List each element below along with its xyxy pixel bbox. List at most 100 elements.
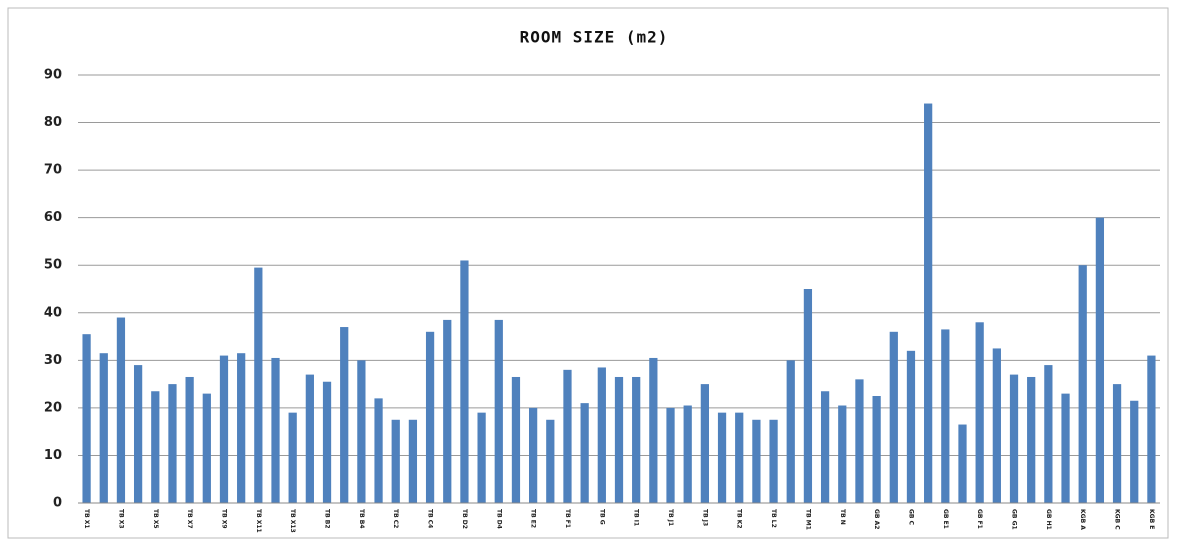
x-tick-label: TB B2	[324, 509, 331, 529]
y-tick-label: 40	[44, 305, 62, 320]
x-tick-label: GB G1	[1011, 509, 1018, 530]
x-tick-label: TB M1	[804, 509, 811, 530]
bar	[666, 407, 675, 503]
x-tick-label: TB X7	[186, 509, 193, 529]
chart-title: ROOM SIZE (m2)	[520, 28, 669, 47]
bar	[872, 396, 881, 503]
x-tick-label: GB F1	[976, 509, 983, 529]
bar	[1095, 217, 1105, 503]
bar	[116, 317, 126, 503]
bar	[202, 393, 211, 503]
bar	[941, 329, 950, 503]
x-tick-label: TB F1	[564, 509, 571, 528]
bar	[340, 327, 349, 503]
y-tick-label: 10	[44, 448, 62, 463]
x-tick-label: TB C2	[392, 509, 399, 528]
y-tick-label: 0	[53, 496, 62, 511]
bar	[425, 331, 435, 503]
x-tick-label: GB E1	[942, 509, 949, 529]
bar	[924, 103, 933, 504]
x-tick-label: GB A2	[873, 509, 880, 529]
x-tick-label: TB I1	[633, 509, 640, 526]
bar	[580, 403, 589, 503]
x-tick-label: TB X9	[220, 509, 227, 529]
bar	[1027, 376, 1036, 503]
bar	[1147, 355, 1156, 503]
bar	[820, 391, 830, 503]
bar	[82, 334, 91, 503]
x-tick-label: TB G	[598, 509, 605, 525]
bar	[717, 412, 727, 503]
x-tick-label: TB J3	[701, 509, 708, 526]
bar	[597, 367, 606, 503]
bar	[803, 289, 813, 503]
bar	[185, 376, 194, 503]
bar	[254, 267, 263, 503]
y-tick-label: 20	[44, 400, 62, 415]
y-tick-label: 90	[44, 68, 62, 83]
bar	[408, 419, 418, 503]
bar	[322, 381, 332, 503]
bar	[237, 353, 246, 503]
bar	[614, 376, 624, 503]
bar	[769, 419, 778, 503]
bar	[288, 412, 297, 503]
x-tick-label: TB E2	[530, 509, 537, 528]
bar	[958, 424, 967, 503]
x-tick-label: TB X5	[152, 509, 159, 529]
y-tick-label: 50	[44, 258, 62, 273]
x-tick-label: GB H1	[1045, 509, 1052, 530]
bar	[443, 319, 452, 503]
x-tick-label: KGB C	[1114, 509, 1121, 530]
bar	[219, 355, 229, 503]
y-tick-label: 30	[44, 353, 62, 368]
bar	[1130, 400, 1139, 503]
bar	[460, 260, 469, 503]
bar	[752, 419, 761, 503]
bar	[99, 353, 108, 503]
x-tick-label: TB L2	[770, 509, 777, 528]
bar	[305, 374, 314, 503]
x-tick-label: KGB A	[1079, 509, 1086, 530]
bar	[683, 405, 692, 503]
bar	[1112, 384, 1122, 503]
bar	[975, 322, 984, 503]
bar	[511, 376, 521, 503]
x-tick-label: TB D2	[461, 509, 468, 529]
bar	[889, 331, 898, 503]
bar	[632, 376, 641, 503]
bar	[735, 412, 744, 503]
x-tick-label: TB K2	[736, 509, 743, 529]
bar	[1078, 265, 1087, 503]
bar	[168, 384, 177, 503]
bar	[494, 319, 503, 503]
x-tick-label: TB N	[839, 509, 846, 525]
y-tick-label: 80	[44, 115, 62, 130]
y-tick-label: 70	[44, 163, 62, 178]
x-tick-label: TB C4	[427, 509, 434, 528]
bar	[546, 419, 555, 503]
bar	[151, 391, 160, 503]
bar	[700, 384, 709, 503]
x-tick-label: TB D4	[495, 509, 502, 529]
x-tick-label: TB X3	[117, 509, 124, 529]
bar	[133, 365, 143, 503]
bar	[1009, 374, 1019, 503]
x-tick-label: TB X13	[289, 509, 296, 533]
bar	[374, 398, 383, 503]
bar	[391, 419, 400, 503]
bar	[563, 369, 572, 503]
y-tick-label: 60	[44, 210, 62, 225]
bar	[786, 360, 795, 503]
bar	[1044, 365, 1053, 503]
x-tick-label: TB J1	[667, 509, 674, 526]
bar	[855, 379, 864, 503]
bar	[357, 360, 366, 503]
bar	[1061, 393, 1070, 503]
x-tick-label: TB X11	[255, 509, 262, 533]
bar	[906, 350, 916, 503]
bar	[477, 412, 486, 503]
bar	[649, 357, 658, 503]
